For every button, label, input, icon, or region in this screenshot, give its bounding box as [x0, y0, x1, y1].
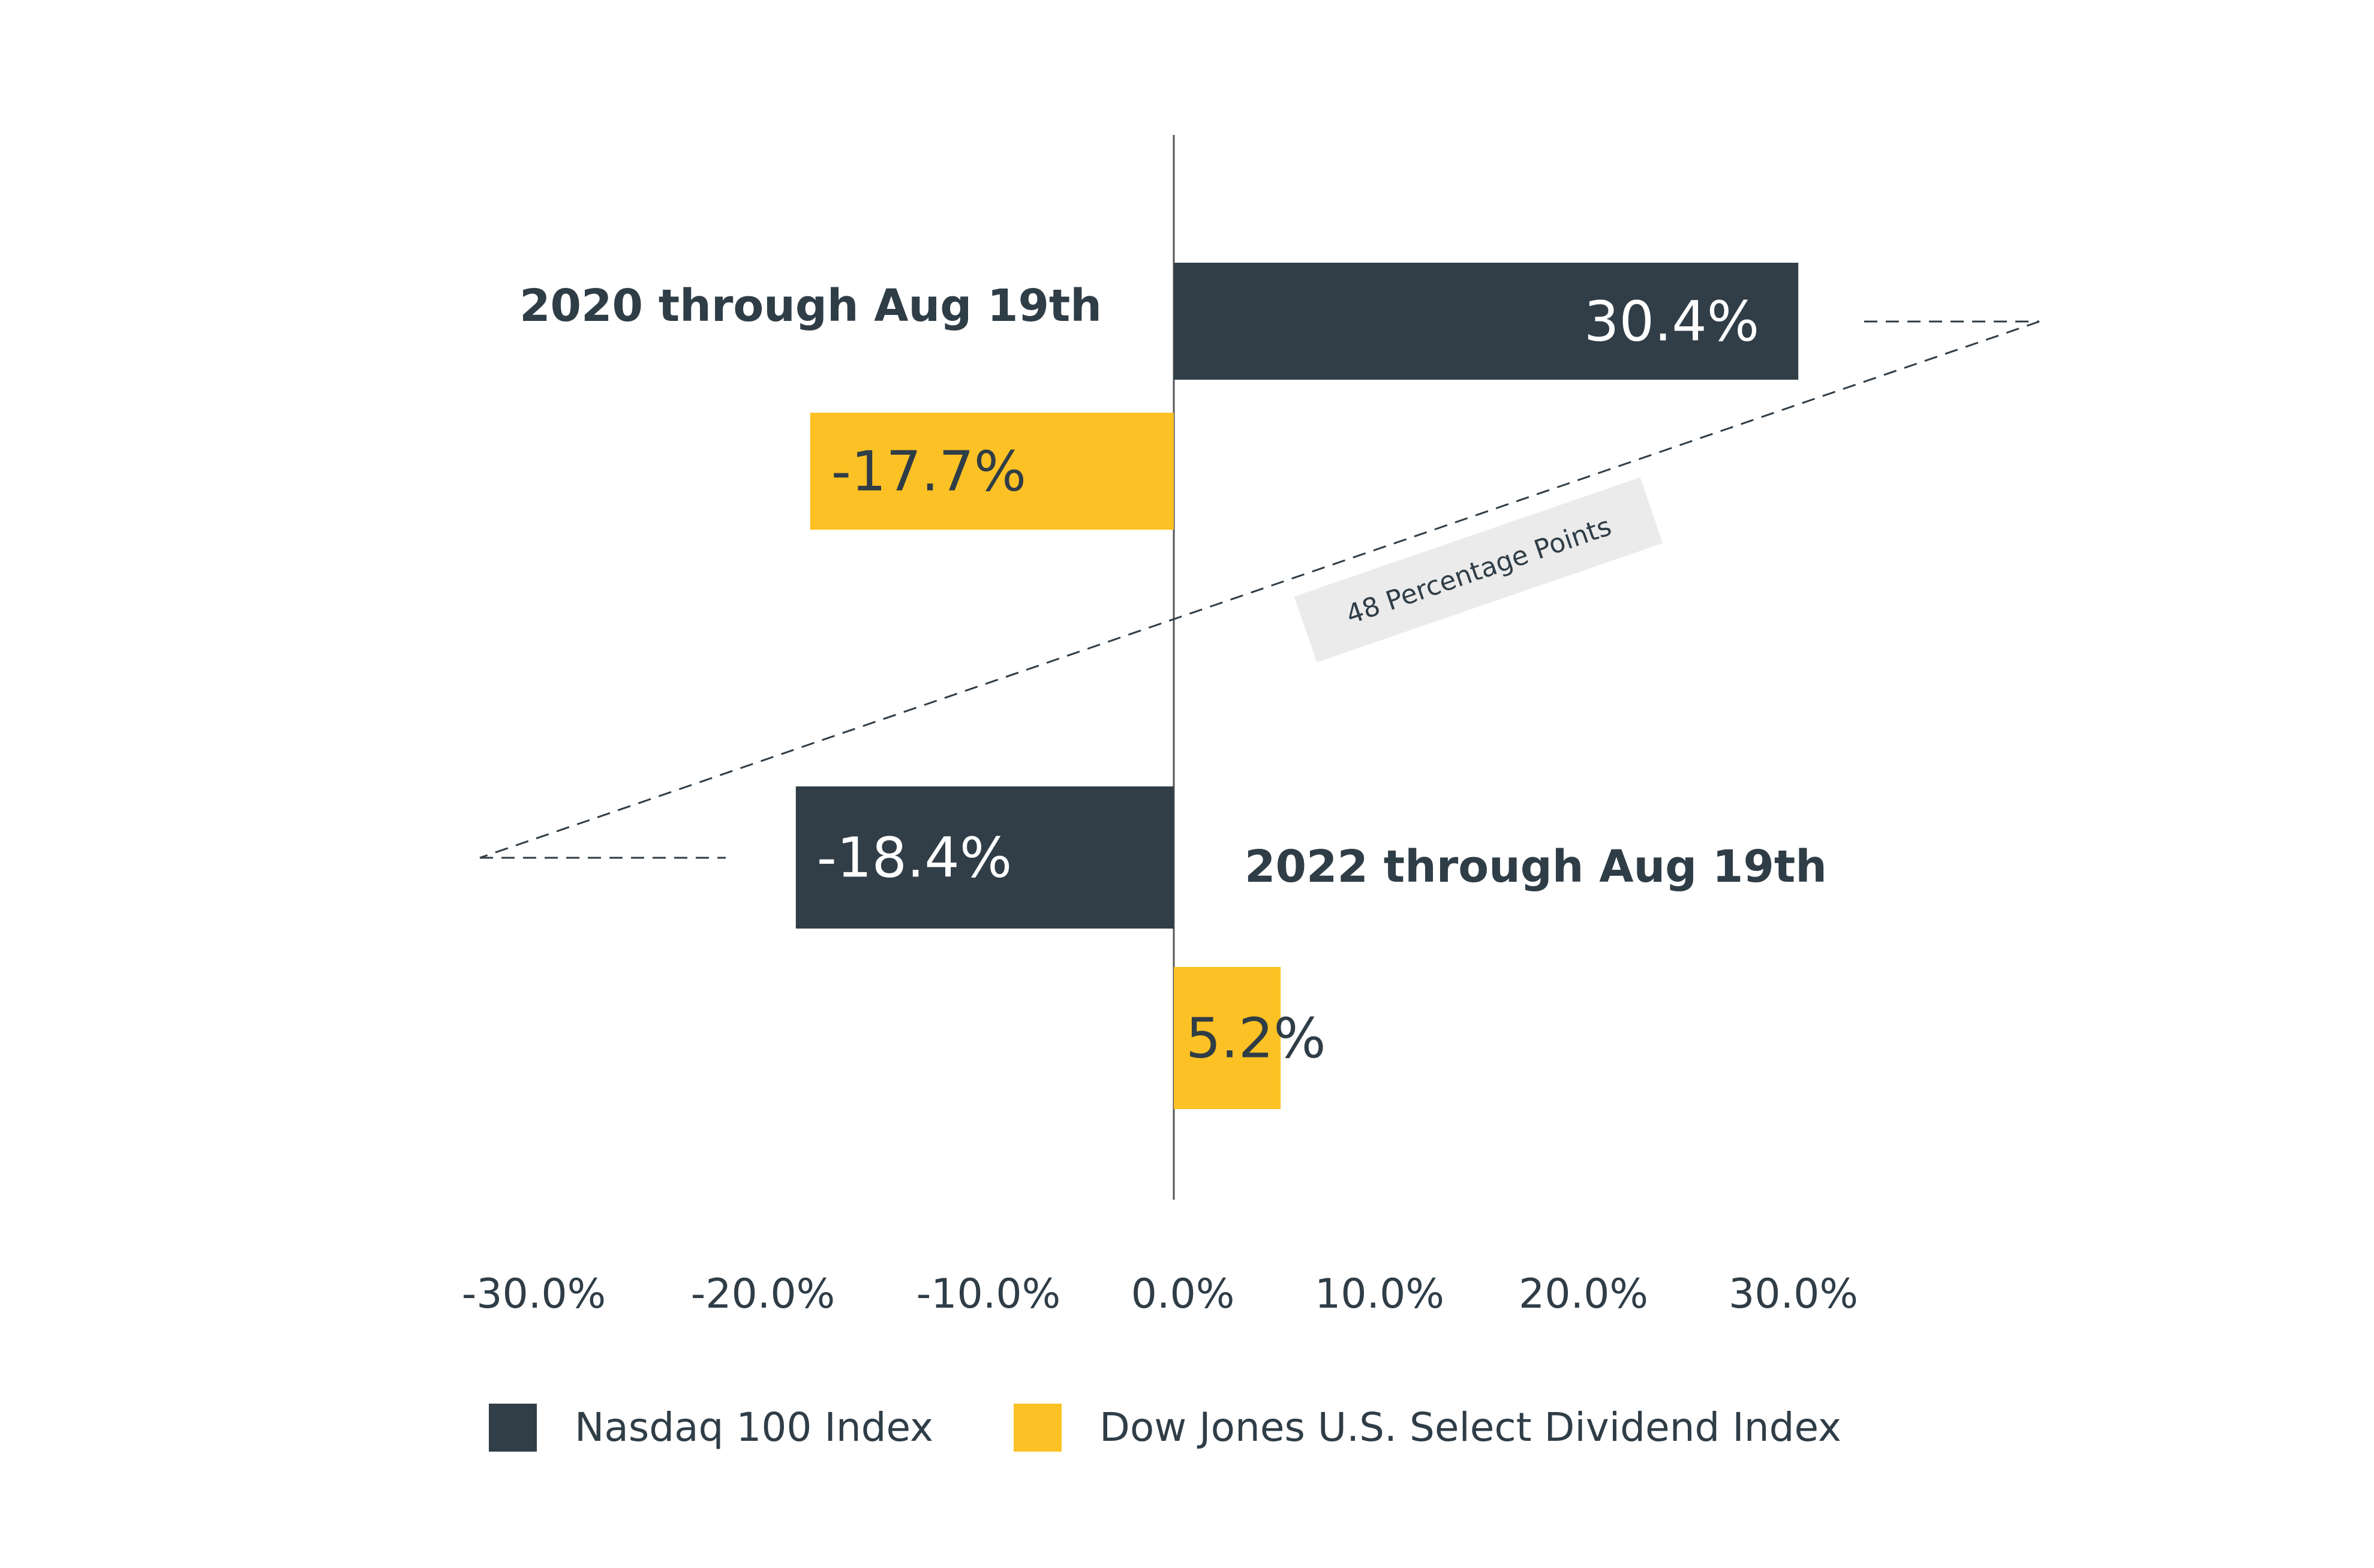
annotation-tag-background — [1294, 477, 1663, 663]
x-tick-label: 20.0% — [1519, 1270, 1648, 1318]
x-tick-label: -30.0% — [462, 1270, 606, 1318]
bar-nasdaq-0 — [1174, 263, 1799, 380]
legend-label: Nasdaq 100 Index — [575, 1404, 933, 1450]
category-label: 2020 through Aug 19th — [519, 280, 1102, 332]
x-tick-label: 10.0% — [1315, 1270, 1444, 1318]
legend-label: Dow Jones U.S. Select Dividend Index — [1099, 1404, 1841, 1450]
annotation-tag: 48 Percentage Points — [1294, 477, 1663, 663]
annotation-dashed-line — [479, 320, 2040, 859]
x-tick-label: -10.0% — [916, 1270, 1061, 1318]
bar-value-label: -18.4% — [817, 826, 1012, 890]
bar-value-label: 5.2% — [1186, 1007, 1326, 1071]
legend-swatch-dowjones — [1014, 1404, 1062, 1452]
bar-value-label: 30.4% — [1584, 290, 1759, 354]
category-label: 2022 through Aug 19th — [1245, 841, 1827, 893]
bar-dowjones-1 — [1174, 967, 1281, 1109]
x-tick-label: 30.0% — [1729, 1270, 1858, 1318]
bar-nasdaq-1 — [795, 786, 1174, 929]
bar-dowjones-0 — [810, 413, 1174, 530]
legend-swatch-nasdaq — [489, 1404, 537, 1452]
x-tick-label: 0.0% — [1131, 1270, 1235, 1318]
x-tick-label: -20.0% — [691, 1270, 836, 1318]
bar-value-label: -17.7% — [831, 440, 1026, 504]
